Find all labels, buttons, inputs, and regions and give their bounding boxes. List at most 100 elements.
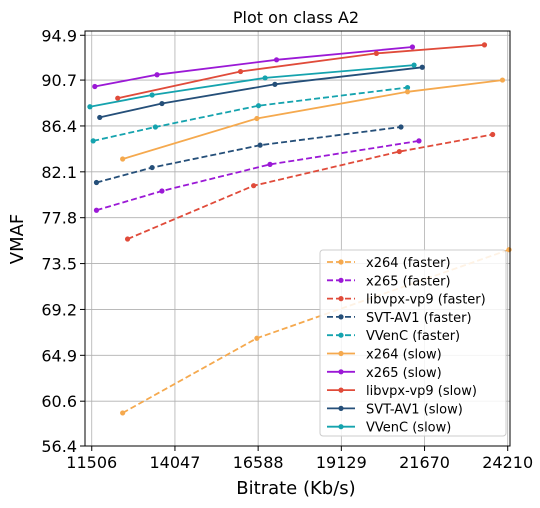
x-tick-label: 24210 [482, 453, 533, 472]
series-line [122, 79, 503, 160]
legend-item-x264-slow: x264 (slow) [327, 348, 442, 363]
legend-marker [338, 424, 344, 430]
data-point [267, 161, 273, 167]
legend-marker [338, 296, 344, 302]
series-line [96, 140, 420, 212]
legend-marker [338, 387, 344, 393]
data-point [149, 92, 155, 98]
series-vvenc-faster [90, 84, 411, 144]
series-line [127, 133, 493, 240]
data-point [404, 84, 411, 91]
plot-frame [84, 30, 511, 447]
data-point [251, 183, 257, 189]
data-point [272, 81, 278, 87]
data-point [149, 164, 155, 171]
data-point [398, 124, 404, 130]
x-tick-label: 16588 [233, 453, 284, 472]
series-svt-av1-faster [93, 124, 404, 186]
data-point [92, 83, 98, 90]
data-point [419, 64, 425, 70]
series-line [117, 44, 485, 100]
legend-label: SVT-AV1 (slow) [366, 402, 463, 417]
data-point [237, 68, 244, 75]
data-point [159, 188, 165, 194]
data-point [416, 138, 422, 144]
data-point [90, 138, 96, 144]
legend-label: x264 (faster) [366, 256, 451, 271]
data-point [124, 236, 131, 242]
series-line [96, 126, 402, 184]
y-tick-label: 69.2 [41, 300, 77, 319]
legend-label: VVenC (slow) [366, 421, 451, 436]
series-x265-slow [92, 44, 416, 90]
data-point [404, 89, 411, 95]
series-x265-faster [93, 138, 422, 213]
data-point [93, 179, 100, 186]
x-tick-label: 21670 [399, 453, 450, 472]
x-axis-title: Bitrate (Kb/s) [236, 478, 355, 499]
legend-item-vvenc-faster: VVenC (faster) [327, 329, 460, 344]
x-tick-label: 11506 [66, 453, 117, 472]
series-libvpx-vp9-slow [115, 42, 488, 101]
legend-marker [338, 277, 344, 283]
legend-item-libvpx-vp9-faster: libvpx-vp9 (faster) [327, 293, 486, 308]
data-point [373, 50, 380, 57]
data-point [159, 100, 165, 107]
legend-marker [338, 350, 344, 357]
series-vvenc-slow [87, 62, 417, 110]
data-point [255, 103, 262, 109]
series-svt-av1-slow [97, 64, 425, 121]
data-point [499, 77, 506, 83]
data-point [87, 104, 93, 110]
data-point [254, 115, 260, 122]
legend-label: x265 (slow) [366, 366, 442, 381]
data-point [409, 44, 416, 50]
y-tick-label: 73.5 [41, 255, 77, 274]
legend-item-svt-av1-faster: SVT-AV1 (faster) [327, 311, 472, 326]
data-point [93, 207, 100, 213]
data-point [115, 95, 121, 101]
legend-item-svt-av1-slow: SVT-AV1 (slow) [327, 402, 463, 417]
data-point [481, 42, 488, 48]
data-point [262, 75, 268, 81]
series-line [94, 46, 413, 88]
series-libvpx-vp9-faster [124, 131, 496, 242]
data-point [152, 124, 158, 130]
legend-label: libvpx-vp9 (faster) [366, 293, 486, 308]
y-axis-title: VMAF [7, 214, 28, 265]
data-point [273, 57, 280, 63]
x-tick-label: 14047 [149, 453, 200, 472]
data-point [396, 148, 402, 155]
data-point [254, 335, 260, 341]
chart-title: Plot on class A2 [233, 8, 359, 27]
data-point [490, 131, 496, 138]
legend-label: libvpx-vp9 (slow) [366, 384, 477, 399]
y-tick-label: 90.7 [41, 71, 77, 90]
legend-label: SVT-AV1 (faster) [366, 311, 472, 326]
data-point [120, 410, 126, 416]
legend-label: VVenC (faster) [366, 329, 460, 344]
y-tick-label: 86.4 [41, 117, 77, 136]
legend-label: x265 (faster) [366, 274, 451, 289]
legend-item-x265-faster: x265 (faster) [327, 274, 451, 289]
y-tick-label: 82.1 [41, 163, 77, 182]
y-tick-label: 94.9 [41, 26, 77, 45]
legend-marker [338, 332, 344, 338]
data-point [120, 156, 126, 162]
series-x264-slow [120, 77, 506, 162]
data-point [97, 114, 103, 121]
legend-item-vvenc-slow: VVenC (slow) [327, 421, 451, 436]
legend-marker [338, 314, 344, 320]
series-line [89, 64, 415, 108]
legend-marker [338, 369, 344, 375]
series-layer [87, 42, 512, 416]
y-tick-label: 60.6 [41, 392, 77, 411]
legend: x264 (faster) x265 (faster) libvpx-vp9 (fa… [319, 249, 507, 437]
legend-item-libvpx-vp9-slow: libvpx-vp9 (slow) [327, 384, 477, 399]
legend-marker [338, 405, 344, 411]
legend-marker [338, 259, 344, 265]
y-tick-label: 56.4 [41, 437, 77, 456]
legend-item-x264-faster: x264 (faster) [327, 256, 451, 271]
